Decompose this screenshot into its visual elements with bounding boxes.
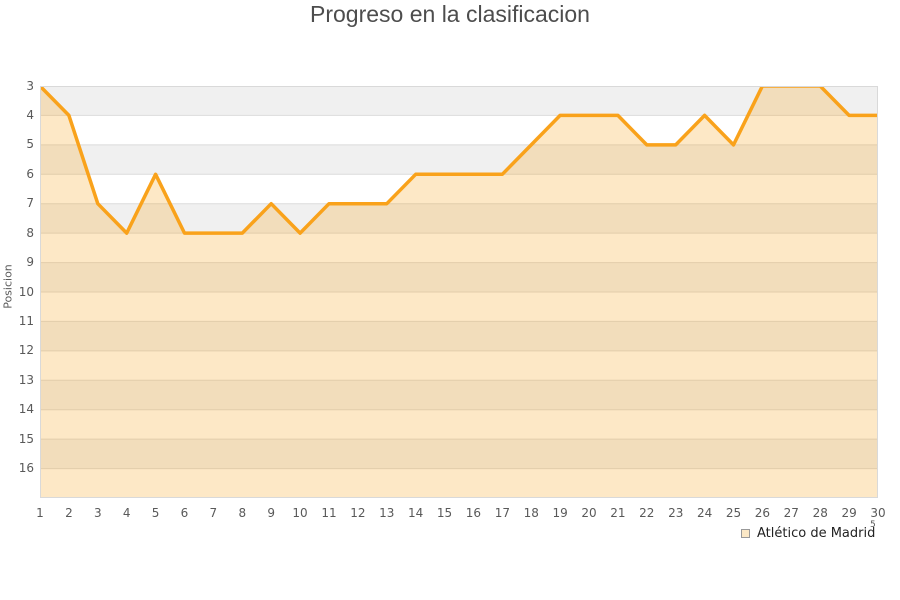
y-tick-label: 6 <box>26 166 34 181</box>
x-tick-label: 21 <box>610 506 626 520</box>
x-tick-label: 20 <box>581 506 597 520</box>
y-tick-label: 5 <box>26 137 34 152</box>
x-tick-label: 6 <box>180 506 189 520</box>
x-tick-label: 22 <box>639 506 655 520</box>
y-tick-label: 7 <box>26 196 34 211</box>
y-tick-label: 9 <box>26 255 34 270</box>
legend-swatch-icon <box>741 529 750 538</box>
plot-border <box>40 86 878 498</box>
x-tick-label: 15 <box>436 506 453 520</box>
y-tick-label: 10 <box>18 284 34 299</box>
grid-band <box>40 321 878 351</box>
x-tick-label: 3 <box>93 506 102 520</box>
x-tick-label: 17 <box>494 506 510 520</box>
x-tick-label: 28 <box>812 506 828 520</box>
series-line <box>40 86 878 235</box>
x-tick-label: 9 <box>267 506 275 520</box>
grid-band <box>40 115 878 145</box>
grid-band <box>40 233 878 263</box>
legend: Atlético de Madrid <box>741 526 875 541</box>
x-tick-label: 19 <box>552 506 568 520</box>
x-tick-label: 11 <box>321 506 337 520</box>
x-tick-label: 29 <box>841 506 857 520</box>
y-tick-label: 12 <box>18 343 34 358</box>
x-tick-label: 14 <box>408 506 424 520</box>
grid-band <box>40 380 878 410</box>
x-tick-label: 13 <box>379 506 395 520</box>
grid-band <box>40 174 878 204</box>
legend-series-label: Atlético de Madrid <box>757 526 876 541</box>
x-tick-label: 7 <box>209 506 218 520</box>
x-tick-label: 12 <box>350 506 366 520</box>
y-tick-label: 13 <box>18 372 34 387</box>
x-tick-label: 25 <box>725 506 742 520</box>
y-axis-title: Posicion <box>1 264 15 309</box>
x-tick-label: 27 <box>783 506 799 520</box>
x-tick-label: 26 <box>754 506 771 520</box>
x-tick-label: 16 <box>465 506 482 520</box>
x-tick-label: 23 <box>668 506 684 520</box>
x-tick-label: 4 <box>122 506 131 520</box>
grid-band <box>40 86 878 116</box>
plot-area <box>40 86 878 498</box>
x-tick-label: 24 <box>696 506 713 520</box>
legend-superscript: 5 <box>870 520 876 530</box>
y-tick-label: 3 <box>26 78 34 93</box>
grid-band <box>40 144 878 175</box>
grid-band <box>40 350 878 381</box>
x-tick-label: 5 <box>151 506 160 520</box>
grid-band <box>40 203 878 234</box>
x-tick-label: 18 <box>523 506 539 520</box>
chart-title: Progreso en la clasificacion <box>310 1 590 27</box>
x-tick-label: 10 <box>292 506 308 520</box>
x-tick-label: 1 <box>36 506 44 520</box>
x-tick-label: 30 <box>870 506 886 520</box>
x-tick-label: 8 <box>238 506 247 520</box>
grid-band <box>40 409 878 440</box>
y-tick-label: 11 <box>18 313 34 328</box>
series-area <box>40 86 878 498</box>
grid-band <box>40 292 878 322</box>
y-tick-label: 4 <box>26 107 34 122</box>
grid-band <box>40 262 878 292</box>
y-tick-label: 8 <box>26 225 34 240</box>
grid-band <box>40 439 878 469</box>
y-tick-label: 15 <box>18 431 34 446</box>
y-tick-label: 16 <box>18 461 34 476</box>
y-tick-label: 14 <box>18 402 34 417</box>
x-tick-label: 2 <box>65 506 73 520</box>
grid-band <box>40 468 878 498</box>
